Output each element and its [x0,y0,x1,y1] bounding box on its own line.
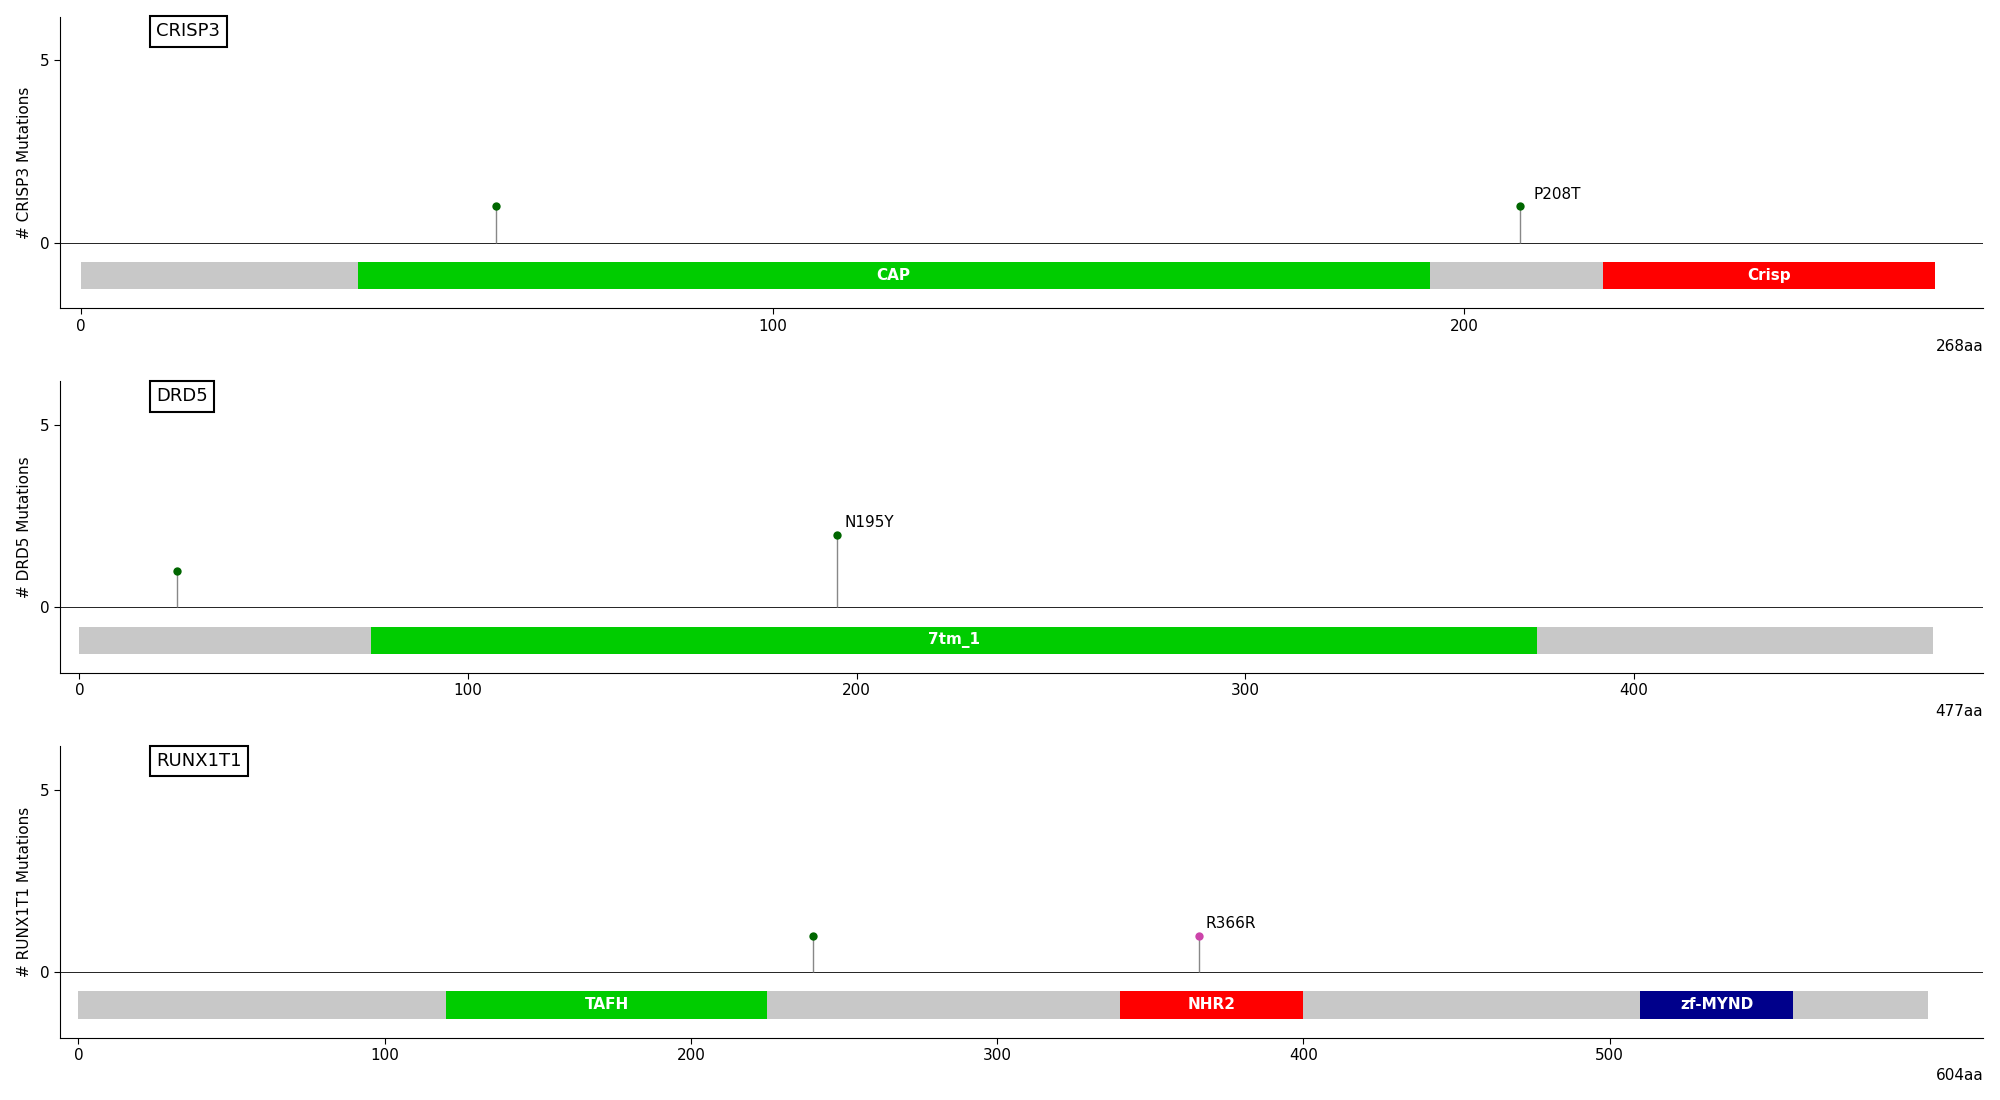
Text: 7tm_1: 7tm_1 [928,632,980,648]
Bar [78,991,1928,1019]
Y-axis label: # RUNX1T1 Mutations: # RUNX1T1 Mutations [16,807,32,977]
Bar [80,262,1934,289]
Text: 268aa: 268aa [1936,339,1984,354]
Text: 477aa: 477aa [1936,704,1984,718]
Bar [446,991,768,1019]
Y-axis label: # CRISP3 Mutations: # CRISP3 Mutations [16,86,32,239]
Bar [80,627,1932,653]
Text: R366R: R366R [1206,916,1256,932]
Bar [1602,262,1934,289]
Bar [370,627,1536,653]
Text: CRISP3: CRISP3 [156,22,220,41]
Bar [358,262,1430,289]
Text: Crisp: Crisp [1748,268,1790,283]
Text: NHR2: NHR2 [1188,998,1236,1012]
Bar [1120,991,1304,1019]
Bar [1640,991,1794,1019]
Text: RUNX1T1: RUNX1T1 [156,752,242,770]
Text: DRD5: DRD5 [156,387,208,405]
Y-axis label: # DRD5 Mutations: # DRD5 Mutations [16,456,32,598]
Text: N195Y: N195Y [844,515,894,530]
Text: 604aa: 604aa [1936,1068,1984,1084]
Text: CAP: CAP [876,268,910,283]
Text: zf-MYND: zf-MYND [1680,998,1754,1012]
Text: P208T: P208T [1534,187,1582,201]
Text: TAFH: TAFH [584,998,628,1012]
